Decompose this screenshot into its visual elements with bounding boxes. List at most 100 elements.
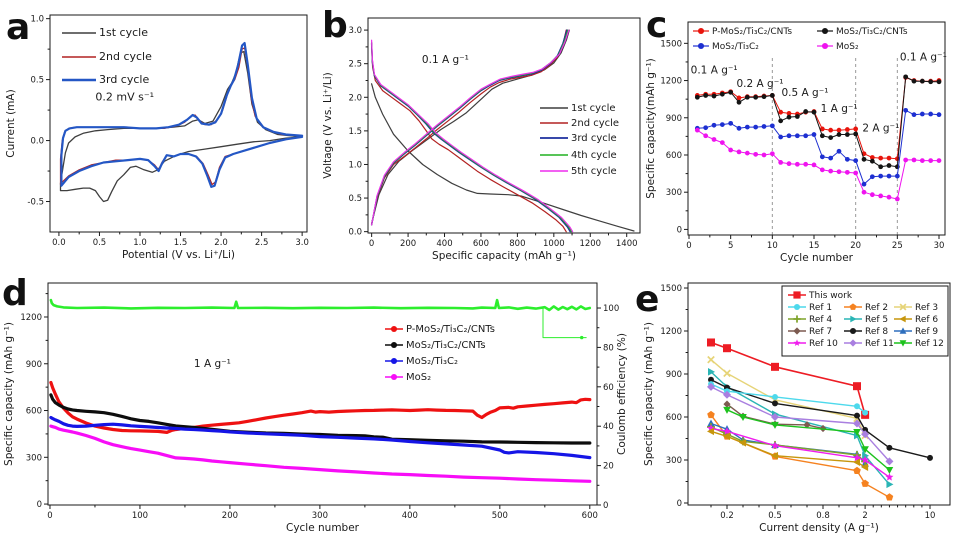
svg-text:100: 100 xyxy=(603,304,619,314)
series-Ref 10 xyxy=(707,424,894,481)
svg-text:1000: 1000 xyxy=(543,239,565,249)
svg-text:1.5: 1.5 xyxy=(174,238,188,248)
series-Ref 8 xyxy=(708,376,933,461)
svg-text:0.5 A g⁻¹: 0.5 A g⁻¹ xyxy=(782,87,829,99)
series-MoS₂ xyxy=(694,127,942,202)
series-group xyxy=(59,41,304,203)
svg-text:0: 0 xyxy=(686,241,691,251)
svg-text:900: 900 xyxy=(26,360,42,370)
svg-text:MoS₂: MoS₂ xyxy=(406,372,431,383)
series-group xyxy=(694,74,942,202)
panel-b: b 0 200 400 600 800 1000 1200 1400 0.0 0.5 1.0 1.5 2… xyxy=(318,0,648,268)
panel-e-chart: 0.2 0.5 0.8 2 10 0 300 600 900 1200 1500 Current de… xyxy=(643,282,951,534)
svg-text:600: 600 xyxy=(666,413,682,423)
svg-text:5: 5 xyxy=(728,241,733,251)
svg-text:40: 40 xyxy=(603,422,614,432)
series-3rd cycle xyxy=(60,41,304,188)
svg-text:0.0: 0.0 xyxy=(348,228,362,238)
svg-text:Ref 3: Ref 3 xyxy=(915,303,938,313)
svg-text:Ref 12: Ref 12 xyxy=(915,339,944,349)
series-group xyxy=(707,338,933,501)
panel-c-label: c xyxy=(646,5,668,46)
panel-b-label: b xyxy=(322,5,348,46)
svg-text:400: 400 xyxy=(402,511,418,521)
svg-text:Cycle number: Cycle number xyxy=(780,252,854,264)
svg-text:Ref 2: Ref 2 xyxy=(865,303,888,313)
panel-d: d 0 100 200 300 400 500 600 0 300 600 900 1200 0 20 40… xyxy=(0,268,650,546)
legend: This work Ref 1 Ref 2 Ref 3 Ref 4 Ref 5 Ref 6 R… xyxy=(781,285,949,357)
svg-text:0.1 A g⁻¹: 0.1 A g⁻¹ xyxy=(900,52,947,64)
svg-text:MoS₂/Ti₃C₂: MoS₂/Ti₃C₂ xyxy=(406,356,458,367)
svg-text:300: 300 xyxy=(666,188,682,198)
svg-text:2.0: 2.0 xyxy=(214,238,228,248)
svg-text:0: 0 xyxy=(37,500,42,510)
panel-e: e 0.2 0.5 0.8 2 10 0 300 600 900 1200 1500 Current … xyxy=(630,268,959,546)
series-3rd charge xyxy=(370,29,568,226)
svg-text:2.0: 2.0 xyxy=(348,93,362,103)
svg-text:0.1 A g⁻¹: 0.1 A g⁻¹ xyxy=(422,54,469,66)
svg-text:20: 20 xyxy=(850,241,861,251)
svg-text:0: 0 xyxy=(677,225,682,235)
svg-text:0.2 mV s⁻¹: 0.2 mV s⁻¹ xyxy=(95,90,154,103)
svg-text:900: 900 xyxy=(666,370,682,380)
svg-text:300: 300 xyxy=(312,511,328,521)
svg-text:1.0: 1.0 xyxy=(133,238,147,248)
series-efficiency-axis-bracket xyxy=(542,307,587,339)
axes: 0.2 0.5 0.8 2 10 0 300 600 900 1200 1500 Current de… xyxy=(643,282,951,534)
svg-text:2 A g⁻¹: 2 A g⁻¹ xyxy=(862,122,899,134)
svg-text:0.1 A g⁻¹: 0.1 A g⁻¹ xyxy=(691,65,738,77)
series-P-MoS₂/Ti₃C₂/CNTs xyxy=(49,380,592,434)
svg-text:Coulomb efficiency (%): Coulomb efficiency (%) xyxy=(616,333,628,455)
svg-text:Ref 9: Ref 9 xyxy=(915,327,938,337)
series-Ref 11 xyxy=(707,382,894,466)
panel-a: a 0.0 0.5 1.0 1.5 2.0 2.5 3.0 -0.5 0.0 0.5 1.0 Pote… xyxy=(0,0,318,268)
svg-text:Ref 5: Ref 5 xyxy=(865,315,888,325)
svg-text:0.5: 0.5 xyxy=(30,76,44,86)
series-Ref 6 xyxy=(707,427,869,471)
svg-text:1.0: 1.0 xyxy=(348,160,362,170)
svg-text:10: 10 xyxy=(925,511,936,521)
svg-text:1st cycle: 1st cycle xyxy=(99,26,148,39)
svg-text:Specific capacity (mAh g⁻¹): Specific capacity (mAh g⁻¹) xyxy=(643,322,655,466)
legend: P-MoS₂/Ti₃C₂/CNTs MoS₂/Ti₃C₂/CNTs MoS₂/Ti₃… xyxy=(385,324,495,383)
series-efficiency-dot xyxy=(580,335,584,340)
legend: P-MoS₂/Ti₃C₂/CNTs MoS₂/Ti₃C₂/CNTs MoS₂/Ti₃… xyxy=(693,27,908,52)
series-Ref 1 xyxy=(708,381,869,416)
svg-text:10: 10 xyxy=(767,241,778,251)
series-group xyxy=(49,298,592,483)
svg-text:200: 200 xyxy=(222,511,238,521)
svg-text:400: 400 xyxy=(436,239,452,249)
svg-text:800: 800 xyxy=(509,239,525,249)
svg-text:Specific capacity(mAh g⁻¹): Specific capacity(mAh g⁻¹) xyxy=(645,58,657,199)
panel-a-label: a xyxy=(6,7,31,48)
svg-text:-0.5: -0.5 xyxy=(27,198,44,208)
series-MoS₂/Ti₃C₂/CNTs xyxy=(694,74,942,170)
series-1st discharge xyxy=(370,83,635,232)
svg-text:Ref 4: Ref 4 xyxy=(809,315,832,325)
svg-text:Ref 10: Ref 10 xyxy=(809,339,838,349)
panel-e-label: e xyxy=(635,279,660,320)
svg-text:2.5: 2.5 xyxy=(348,60,362,70)
legend: 1st cycle 2nd cycle 3rd cycle xyxy=(62,26,152,86)
svg-text:MoS₂: MoS₂ xyxy=(836,42,859,52)
svg-text:300: 300 xyxy=(666,456,682,466)
svg-text:0.0: 0.0 xyxy=(52,238,66,248)
svg-text:3.0: 3.0 xyxy=(348,26,362,36)
svg-text:MoS₂/Ti₃C₂/CNTs: MoS₂/Ti₃C₂/CNTs xyxy=(406,340,486,351)
svg-text:0.8: 0.8 xyxy=(816,511,830,521)
panel-c: c 0 5 10 15 20 25 30 0 300 600 900 1200 1500 Cycle nu… xyxy=(644,0,959,268)
svg-text:Ref 7: Ref 7 xyxy=(809,327,832,337)
svg-text:0: 0 xyxy=(47,511,52,521)
svg-text:600: 600 xyxy=(26,407,42,417)
svg-text:300: 300 xyxy=(26,453,42,463)
annotations: 0.2 mV s⁻¹ xyxy=(95,90,154,103)
svg-text:0: 0 xyxy=(603,501,608,511)
panel-d-chart: 0 100 200 300 400 500 600 0 300 600 900 1200 0 20 40 60… xyxy=(3,282,628,534)
series-2nd charge xyxy=(370,29,567,226)
series-MoS₂/Ti₃C₂ xyxy=(694,107,942,187)
svg-text:Specific capacity (mAh g⁻¹): Specific capacity (mAh g⁻¹) xyxy=(3,322,15,466)
svg-text:Cycle number: Cycle number xyxy=(286,522,360,534)
svg-text:0.5: 0.5 xyxy=(768,511,782,521)
